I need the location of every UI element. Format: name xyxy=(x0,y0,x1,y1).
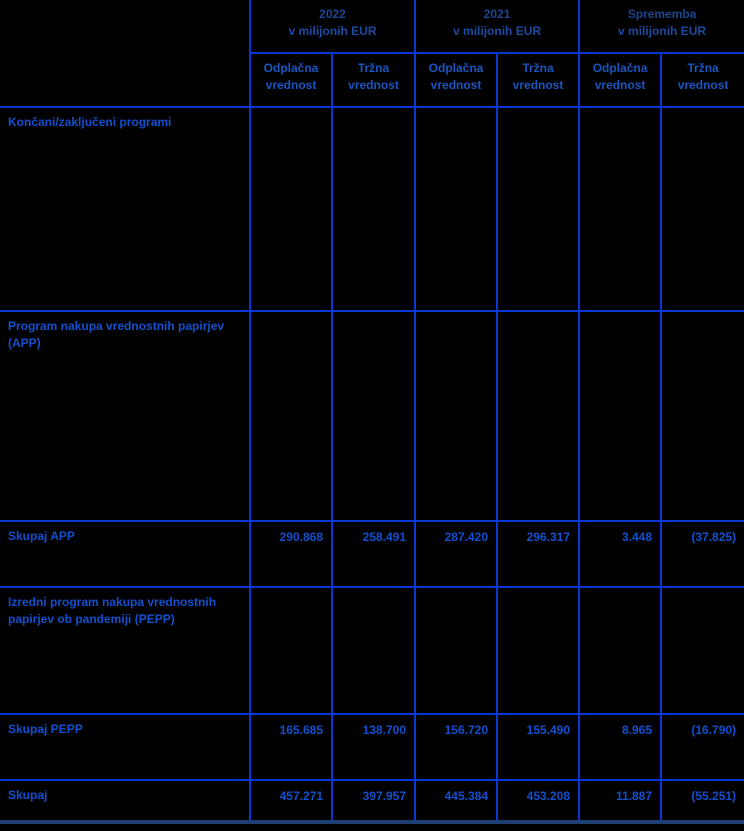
cell-value xyxy=(249,311,332,522)
column-group-sprememba: Sprememba v milijonih EUR xyxy=(578,0,744,54)
cell-value: (16.790) xyxy=(660,714,744,781)
cell-value: 397.957 xyxy=(330,780,416,824)
cell-value xyxy=(660,311,744,522)
corner-cell xyxy=(0,0,250,53)
cell-value xyxy=(249,587,332,715)
cell-value: 290.868 xyxy=(249,521,332,588)
table-row-app-programi: Program nakupa vrednostnih papirjev (APP… xyxy=(0,311,744,522)
row-label: Izredni program nakupa vrednostnih papir… xyxy=(0,587,250,715)
cell-value: 287.420 xyxy=(414,521,498,588)
column-group-unit: v milijonih EUR xyxy=(288,24,377,38)
table-row-skupaj: Skupaj 457.271 397.957 445.384 453.208 1… xyxy=(0,780,744,824)
column-group-2021: 2021 v milijonih EUR xyxy=(414,0,580,54)
column-group-title: 2021 xyxy=(483,7,511,21)
table-row-koncani-programi: Končani/zaključeni programi xyxy=(0,107,744,312)
cell-value xyxy=(414,107,498,312)
cell-value: (37.825) xyxy=(660,521,744,588)
cell-value xyxy=(414,587,498,715)
row-label: Skupaj PEPP xyxy=(0,714,250,781)
row-label: Program nakupa vrednostnih papirjev (APP… xyxy=(0,311,250,522)
corner-cell xyxy=(0,53,250,108)
cell-value: 3.448 xyxy=(578,521,662,588)
table-row-group-headers: 2022 v milijonih EUR 2021 v milijonih EU… xyxy=(0,0,744,54)
cell-value xyxy=(578,587,662,715)
cell-value xyxy=(330,311,416,522)
cell-value: 445.384 xyxy=(414,780,498,824)
table-row-subheaders: Odplačna vrednost Tržna vrednost Odplačn… xyxy=(0,53,744,108)
column-group-title: 2022 xyxy=(319,7,346,21)
table-row-skupaj-app: Skupaj APP 290.868 258.491 287.420 296.3… xyxy=(0,521,744,588)
cell-value xyxy=(330,107,416,312)
cell-value: (55.251) xyxy=(660,780,744,824)
subheader-odplacna-vrednost-2022: Odplačna vrednost xyxy=(249,53,332,108)
cell-value: 457.271 xyxy=(249,780,332,824)
cell-value: 165.685 xyxy=(249,714,332,781)
row-label: Končani/zaključeni programi xyxy=(0,107,250,312)
cell-value xyxy=(249,107,332,312)
cell-value: 138.700 xyxy=(330,714,416,781)
cell-value xyxy=(496,587,580,715)
column-group-unit: v milijonih EUR xyxy=(453,24,542,38)
cell-value xyxy=(496,311,580,522)
cell-value: 11.887 xyxy=(578,780,662,824)
subheader-trzna-vrednost-sprememba: Tržna vrednost xyxy=(660,53,744,108)
cell-value: 296.317 xyxy=(496,521,580,588)
column-group-2022: 2022 v milijonih EUR xyxy=(248,0,416,54)
subheader-odplacna-vrednost-sprememba: Odplačna vrednost xyxy=(578,53,662,108)
cell-value: 155.490 xyxy=(496,714,580,781)
cell-value: 156.720 xyxy=(414,714,498,781)
cell-value: 453.208 xyxy=(496,780,580,824)
cell-value xyxy=(578,107,662,312)
cell-value xyxy=(414,311,498,522)
subheader-trzna-vrednost-2022: Tržna vrednost xyxy=(330,53,416,108)
bottom-spacer xyxy=(0,824,744,831)
cell-value xyxy=(660,587,744,715)
cell-value: 8.965 xyxy=(578,714,662,781)
cell-value xyxy=(578,311,662,522)
subheader-odplacna-vrednost-2021: Odplačna vrednost xyxy=(414,53,498,108)
column-group-title: Sprememba xyxy=(627,7,697,21)
table-row-skupaj-pepp: Skupaj PEPP 165.685 138.700 156.720 155.… xyxy=(0,714,744,781)
cell-value xyxy=(660,107,744,312)
row-label: Skupaj APP xyxy=(0,521,250,588)
cell-value: 258.491 xyxy=(330,521,416,588)
table-row-pepp-program: Izredni program nakupa vrednostnih papir… xyxy=(0,587,744,715)
column-group-unit: v milijonih EUR xyxy=(618,24,707,38)
subheader-trzna-vrednost-2021: Tržna vrednost xyxy=(496,53,580,108)
row-label: Skupaj xyxy=(0,780,250,824)
cell-value xyxy=(496,107,580,312)
cell-value xyxy=(330,587,416,715)
